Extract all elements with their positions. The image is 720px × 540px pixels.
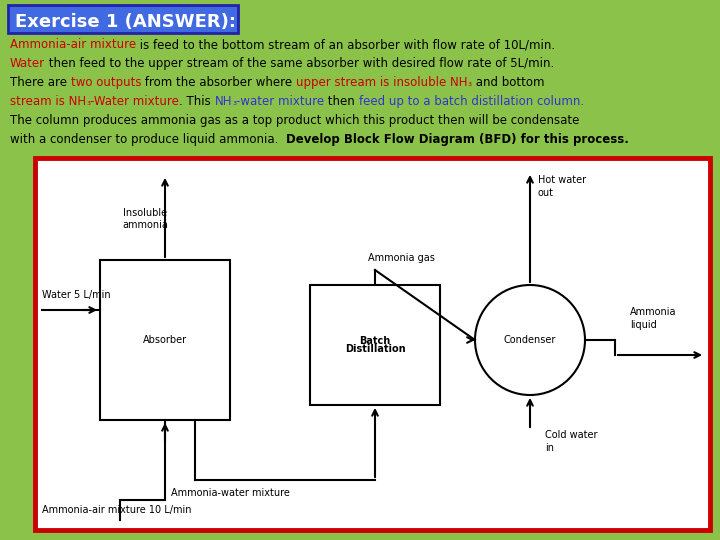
Text: Exercise 1 (ANSWER):: Exercise 1 (ANSWER): (15, 13, 236, 31)
Text: Ammonia-air mixture 10 L/min: Ammonia-air mixture 10 L/min (42, 505, 192, 515)
Text: ammonia: ammonia (122, 220, 168, 230)
Text: Ammonia gas: Ammonia gas (368, 253, 435, 263)
Text: Ammonia-water mixture: Ammonia-water mixture (171, 488, 289, 498)
Text: stream is NH: stream is NH (10, 95, 86, 108)
Text: There are: There are (10, 76, 71, 89)
Text: The column produces ammonia gas as a top product which this product then will be: The column produces ammonia gas as a top… (10, 114, 580, 127)
Bar (310, 285, 440, 405)
Text: NH: NH (215, 95, 232, 108)
Text: Water 5 L/min: Water 5 L/min (42, 290, 111, 300)
Text: two outputs: two outputs (71, 76, 141, 89)
Text: Ammonia-air mixture: Ammonia-air mixture (10, 38, 136, 51)
Text: Hot water: Hot water (538, 175, 586, 185)
Text: upper stream is insoluble NH: upper stream is insoluble NH (296, 76, 467, 89)
Text: Ammonia: Ammonia (630, 307, 677, 317)
Text: then: then (324, 95, 359, 108)
Text: then feed to the upper stream of the same absorber with desired flow rate of 5L/: then feed to the upper stream of the sam… (45, 57, 554, 70)
Text: Develop Block Flow Diagram (BFD) for this process.: Develop Block Flow Diagram (BFD) for thi… (286, 133, 629, 146)
Text: feed up to a batch distillation column.: feed up to a batch distillation column. (359, 95, 584, 108)
Text: Cold water: Cold water (545, 430, 598, 440)
Text: ₃: ₃ (232, 97, 236, 107)
Text: out: out (538, 188, 554, 198)
Text: Insoluble: Insoluble (123, 208, 167, 218)
Text: and bottom: and bottom (472, 76, 544, 89)
Text: Condenser: Condenser (504, 335, 556, 345)
Ellipse shape (475, 285, 585, 395)
Text: from the absorber where: from the absorber where (141, 76, 296, 89)
Text: with a condenser to produce liquid ammonia.: with a condenser to produce liquid ammon… (10, 133, 286, 146)
Bar (100, 260, 230, 420)
Text: Absorber: Absorber (143, 335, 187, 345)
Text: -Water mixture: -Water mixture (90, 95, 179, 108)
Bar (35, 158, 710, 530)
Text: liquid: liquid (630, 320, 657, 330)
Text: is feed to the bottom stream of an absorber with flow rate of 10L/min.: is feed to the bottom stream of an absor… (136, 38, 555, 51)
Text: ₃: ₃ (467, 78, 472, 88)
Text: ₃: ₃ (86, 97, 90, 107)
Text: in: in (545, 443, 554, 453)
Text: Batch: Batch (359, 335, 391, 346)
Text: Water: Water (10, 57, 45, 70)
Text: . This: . This (179, 95, 215, 108)
Text: -water mixture: -water mixture (236, 95, 324, 108)
Bar (8, 5, 238, 33)
Text: Distillation: Distillation (345, 345, 405, 354)
